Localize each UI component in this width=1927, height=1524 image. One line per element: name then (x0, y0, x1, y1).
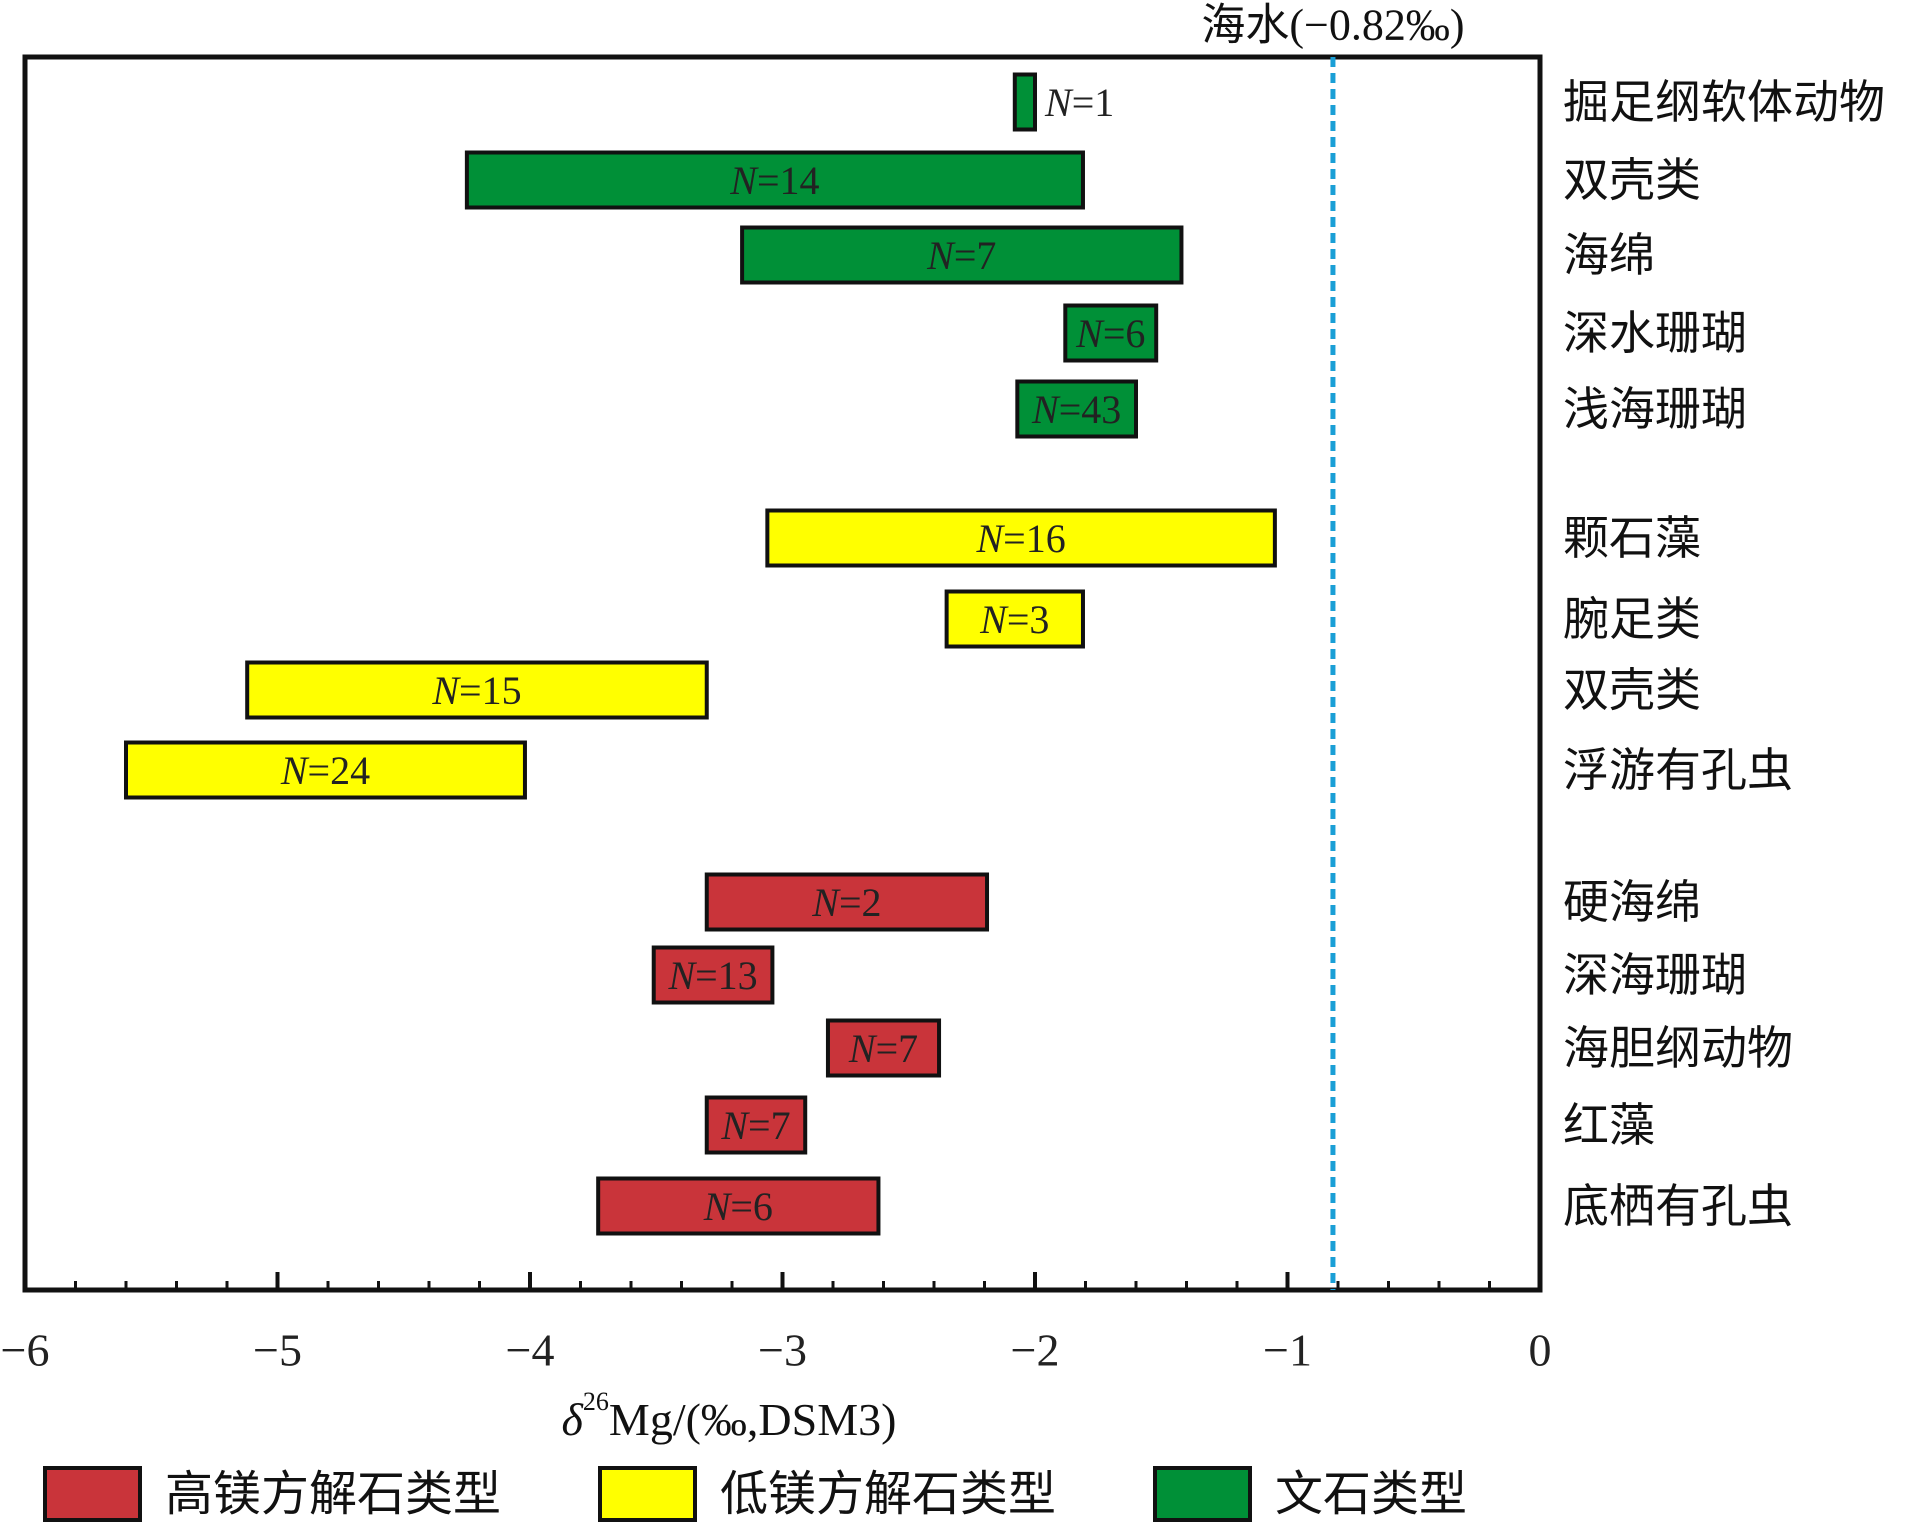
bar-低镁方解石类型-双壳类 (245, 660, 709, 720)
bar-count-label: N=24 (280, 748, 370, 793)
category-label: 腕足类 (1563, 592, 1701, 646)
x-tick-label: −5 (253, 1325, 302, 1376)
bar-count-label: N=7 (926, 233, 996, 278)
x-tick-label: 0 (1529, 1325, 1552, 1376)
legend-label: 文石类型 (1275, 1466, 1467, 1522)
category-label: 双壳类 (1563, 663, 1701, 717)
legend-swatch (1153, 1466, 1252, 1522)
x-tick-label: −3 (758, 1325, 807, 1376)
bar-文石类型-掘足纲软体动物 (1012, 72, 1037, 132)
x-tick-label: −2 (1011, 1325, 1060, 1376)
bar-文石类型-海绵 (740, 225, 1184, 285)
x-tick-label: −6 (1, 1325, 50, 1376)
bar-count-label: N=6 (1075, 311, 1145, 356)
legend-label: 低镁方解石类型 (720, 1466, 1056, 1522)
category-label: 海绵 (1563, 228, 1655, 282)
bar-高镁方解石类型-深海珊瑚 (651, 945, 775, 1005)
bar-count-label: N=15 (431, 668, 521, 713)
bar-高镁方解石类型-底栖有孔虫 (596, 1176, 881, 1236)
category-label: 浅海珊瑚 (1563, 382, 1747, 436)
bar-count-label: N=7 (720, 1103, 790, 1148)
x-axis-title: δ26Mg/(‰,DSM3) (562, 1387, 897, 1445)
bar-count-label: N=13 (667, 953, 757, 998)
bar-count-label: N=1 (1044, 80, 1114, 125)
category-label: 深海珊瑚 (1563, 948, 1747, 1002)
legend-swatch (43, 1466, 142, 1522)
category-label: 红藻 (1563, 1098, 1655, 1152)
bar-高镁方解石类型-红藻 (704, 1095, 808, 1155)
seawater-reference-label: 海水(−0.82‰) (1201, 1, 1464, 50)
category-label: 底栖有孔虫 (1563, 1179, 1793, 1233)
legend-swatch (598, 1466, 697, 1522)
bar-低镁方解石类型-浮游有孔虫 (124, 740, 527, 800)
x-tick-label: −1 (1263, 1325, 1312, 1376)
bar-count-label: N=43 (1031, 387, 1121, 432)
legend-label: 高镁方解石类型 (165, 1466, 501, 1522)
bar-高镁方解石类型-海胆纲动物 (825, 1018, 942, 1078)
category-label: 颗石藻 (1563, 511, 1701, 565)
bar-count-label: N=2 (811, 880, 881, 925)
category-label: 海胆纲动物 (1563, 1021, 1793, 1075)
bar-文石类型-浅海珊瑚 (1015, 379, 1139, 439)
category-label: 掘足纲软体动物 (1563, 75, 1885, 129)
bar-count-label: N=6 (703, 1184, 773, 1229)
bar-count-label: N=3 (979, 597, 1049, 642)
category-label: 双壳类 (1563, 153, 1701, 207)
bar-文石类型-深水珊瑚 (1063, 303, 1159, 363)
category-label: 浮游有孔虫 (1563, 743, 1793, 797)
bar-count-label: N=16 (975, 516, 1065, 561)
category-label: 硬海绵 (1563, 875, 1701, 929)
bar-低镁方解石类型-颗石藻 (765, 508, 1277, 568)
bar-count-label: N=7 (848, 1026, 918, 1071)
bar-count-label: N=14 (729, 158, 819, 203)
bar-低镁方解石类型-腕足类 (944, 589, 1085, 649)
bar-高镁方解石类型-硬海绵 (704, 872, 990, 932)
category-label: 深水珊瑚 (1563, 306, 1747, 360)
bar-文石类型-双壳类 (464, 150, 1085, 210)
x-tick-label: −4 (506, 1325, 555, 1376)
